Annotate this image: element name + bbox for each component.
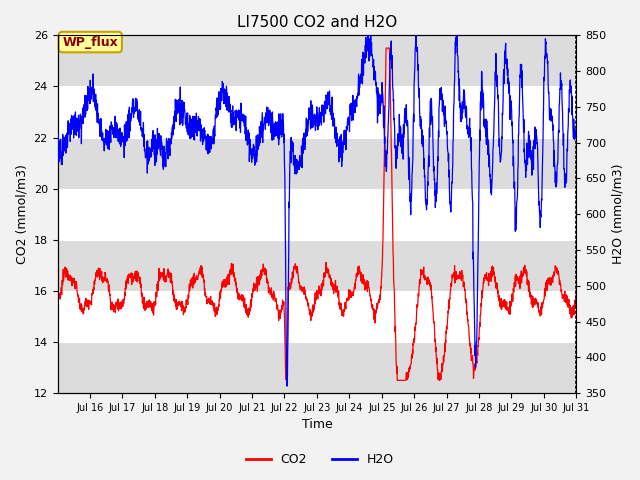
Legend: CO2, H2O: CO2, H2O — [241, 448, 399, 471]
Bar — [58, 138, 576, 189]
Y-axis label: CO2 (mmol/m3): CO2 (mmol/m3) — [15, 164, 28, 264]
Title: LI7500 CO2 and H2O: LI7500 CO2 and H2O — [237, 15, 397, 30]
Text: WP_flux: WP_flux — [62, 36, 118, 48]
Bar — [58, 36, 576, 86]
Y-axis label: H2O (mmol/m3): H2O (mmol/m3) — [612, 164, 625, 264]
X-axis label: Time: Time — [301, 419, 332, 432]
Bar — [58, 342, 576, 393]
Bar — [58, 240, 576, 291]
